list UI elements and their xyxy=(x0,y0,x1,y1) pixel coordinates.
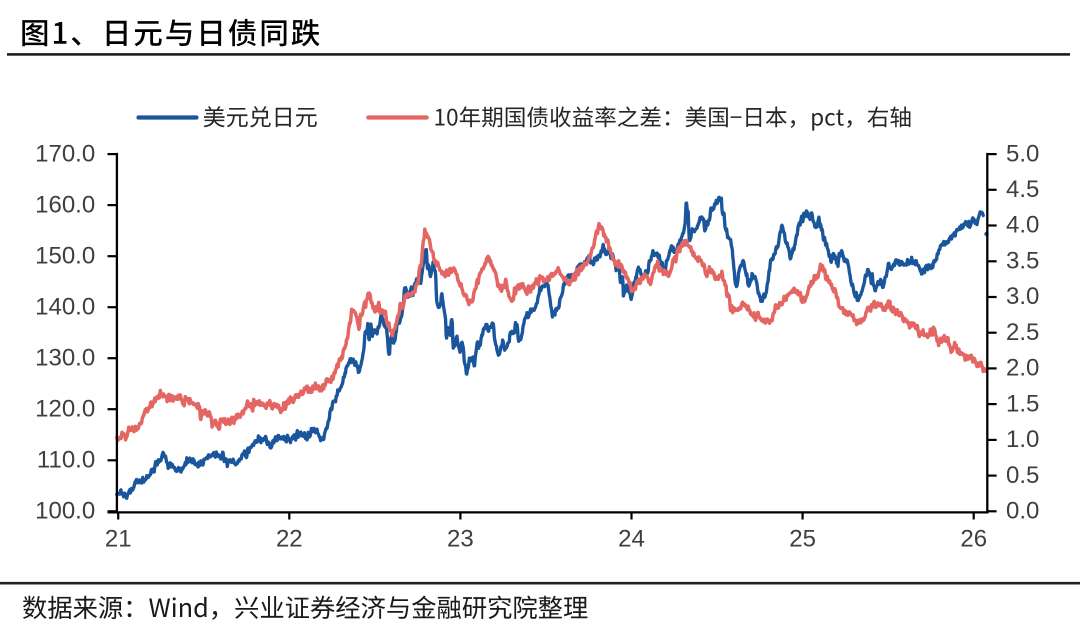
svg-text:2.0: 2.0 xyxy=(1006,355,1039,382)
svg-text:22: 22 xyxy=(276,526,303,553)
svg-text:120.0: 120.0 xyxy=(35,395,95,422)
svg-text:100.0: 100.0 xyxy=(35,498,95,525)
svg-text:140.0: 140.0 xyxy=(35,293,95,320)
svg-text:1.5: 1.5 xyxy=(1006,390,1039,417)
svg-text:23: 23 xyxy=(447,526,474,553)
svg-text:25: 25 xyxy=(789,526,816,553)
svg-text:3.0: 3.0 xyxy=(1006,283,1039,310)
svg-text:24: 24 xyxy=(618,526,645,553)
svg-text:3.5: 3.5 xyxy=(1006,248,1039,275)
svg-text:150.0: 150.0 xyxy=(35,242,95,269)
svg-text:26: 26 xyxy=(960,526,987,553)
svg-text:21: 21 xyxy=(105,526,132,553)
svg-text:0.0: 0.0 xyxy=(1006,498,1039,525)
svg-text:5.0: 5.0 xyxy=(1006,140,1039,167)
svg-text:160.0: 160.0 xyxy=(35,191,95,218)
svg-text:170.0: 170.0 xyxy=(35,140,95,167)
svg-text:0.5: 0.5 xyxy=(1006,462,1039,489)
svg-text:4.5: 4.5 xyxy=(1006,176,1039,203)
svg-text:2.5: 2.5 xyxy=(1006,319,1039,346)
svg-text:130.0: 130.0 xyxy=(35,344,95,371)
svg-text:4.0: 4.0 xyxy=(1006,212,1039,239)
svg-text:110.0: 110.0 xyxy=(37,447,95,474)
svg-text:1.0: 1.0 xyxy=(1006,426,1039,453)
